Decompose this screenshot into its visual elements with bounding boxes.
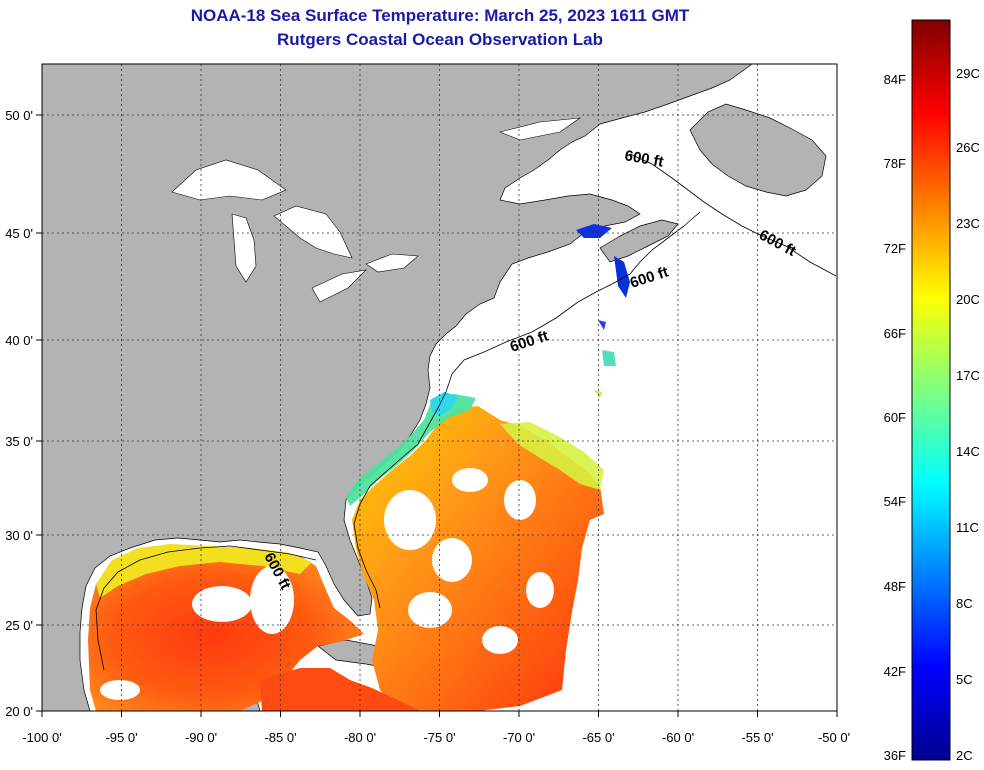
colorbar-f-label: 72F: [884, 241, 906, 256]
colorbar-f-label: 66F: [884, 326, 906, 341]
lon-label: -90 0': [185, 730, 217, 745]
lon-label: -50 0': [818, 730, 850, 745]
colorbar-c-label: 11C: [956, 520, 979, 535]
lat-label: 20 0': [5, 704, 33, 719]
lat-label: 40 0': [5, 333, 33, 348]
colorbar-c-label: 29C: [956, 66, 980, 81]
colorbar-f-label: 78F: [884, 156, 906, 171]
map-subtitle: Rutgers Coastal Ocean Observation Lab: [277, 30, 603, 49]
colorbar-f-labels: 84F 78F 72F 66F 60F 54F 48F 42F 36F: [884, 72, 906, 763]
colorbar-c-label: 26C: [956, 140, 980, 155]
contour-600ft: [95, 153, 837, 671]
map-title: NOAA-18 Sea Surface Temperature: March 2…: [190, 6, 690, 25]
colorbar: [911, 19, 951, 761]
cloud-gaps-gulf: [100, 566, 294, 700]
colorbar-c-label: 8C: [956, 596, 973, 611]
colorbar-c-label: 5C: [956, 672, 973, 687]
lon-axis-labels: -100 0' -95 0' -90 0' -85 0' -80 0' -75 …: [22, 730, 850, 745]
colorbar-c-label: 2C: [956, 748, 973, 763]
sst-caribbean: [260, 668, 420, 711]
great-lakes: [171, 117, 582, 303]
sst-yellow-patch: [500, 422, 604, 490]
colorbar-c-label: 14C: [956, 444, 980, 459]
colorbar-f-label: 54F: [884, 494, 906, 509]
lat-label: 30 0': [5, 528, 33, 543]
colorbar-c-label: 17C: [956, 368, 980, 383]
lon-label: -100 0': [22, 730, 61, 745]
lat-label: 35 0': [5, 434, 33, 449]
land-north-america: [42, 64, 753, 711]
contour-label: 600 ft: [623, 147, 665, 171]
lon-label: -55 0': [741, 730, 773, 745]
colorbar-f-label: 36F: [884, 748, 906, 763]
colorbar-c-label: 23C: [956, 216, 980, 231]
lon-label: -85 0': [264, 730, 296, 745]
colorbar-f-label: 48F: [884, 579, 906, 594]
lat-label: 25 0': [5, 618, 33, 633]
lon-label: -75 0': [423, 730, 455, 745]
colorbar-f-label: 42F: [884, 664, 906, 679]
lat-label: 45 0': [5, 226, 33, 241]
lon-label: -80 0': [344, 730, 376, 745]
sst-gulf-of-mexico: [88, 546, 364, 711]
lon-label: -65 0': [582, 730, 614, 745]
colorbar-c-label: 20C: [956, 292, 980, 307]
colorbar-c-labels: 29C 26C 23C 20C 17C 14C 11C 8C 5C 2C: [956, 66, 980, 763]
lat-axis-labels: 50 0' 45 0' 40 0' 35 0' 30 0' 25 0' 20 0…: [5, 108, 33, 719]
colorbar-f-label: 60F: [884, 410, 906, 425]
lon-label: -95 0': [105, 730, 137, 745]
land-newfoundland: [689, 103, 827, 197]
axis-ticks: [36, 114, 838, 717]
lon-label: -70 0': [503, 730, 535, 745]
colorbar-f-label: 84F: [884, 72, 906, 87]
sst-atlantic-swath: [352, 406, 604, 711]
sst-cold-fragments: [576, 224, 630, 398]
lon-label: -60 0': [662, 730, 694, 745]
lat-label: 50 0': [5, 108, 33, 123]
